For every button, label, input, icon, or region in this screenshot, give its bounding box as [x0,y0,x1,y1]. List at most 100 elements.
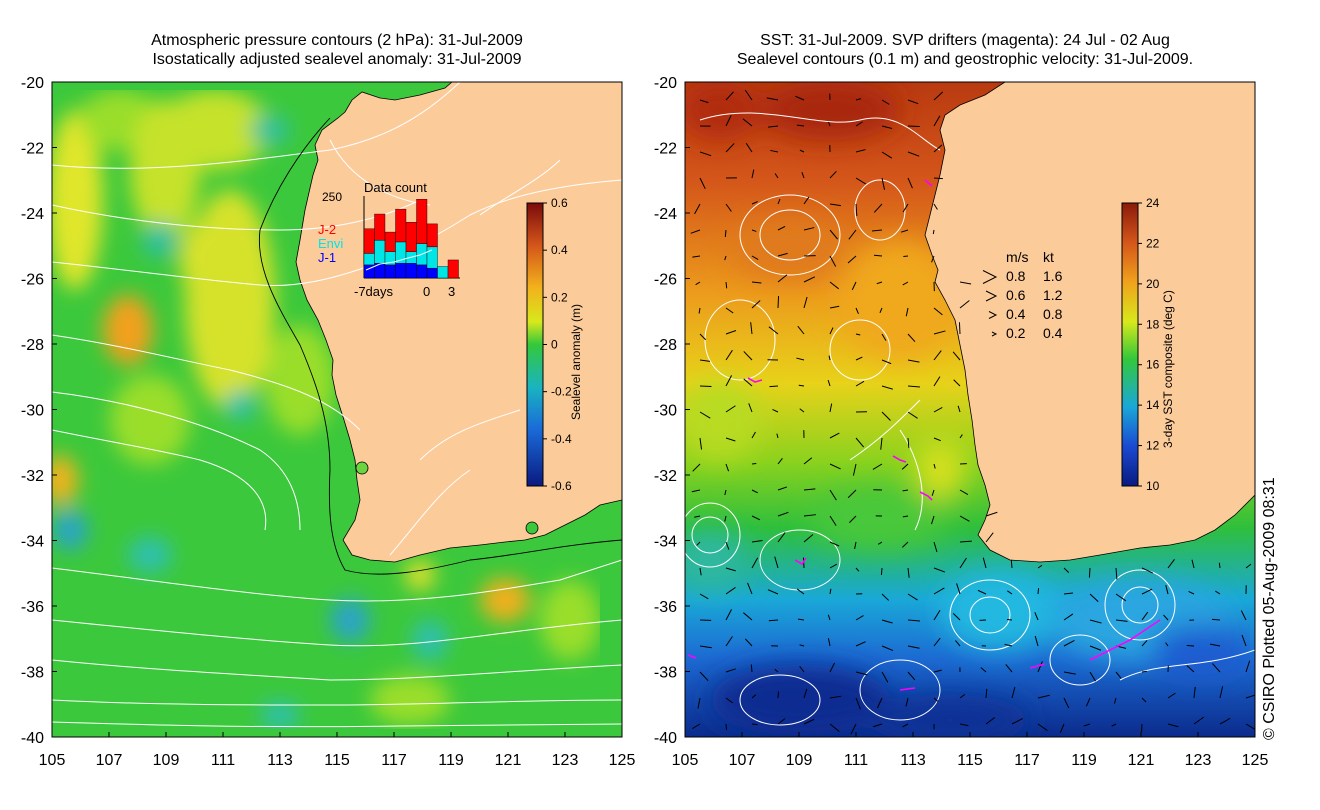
velocity-arrow [1245,723,1255,730]
velocity-arrow [766,97,779,101]
velocity-arrow [1115,671,1122,679]
velocity-arrow [985,688,988,699]
inset-legend-j1: J-1 [318,250,336,265]
velocity-arrow [959,489,969,495]
inset-pressure-line [365,249,433,271]
velocity-arrow [725,668,736,673]
velocity-arrow [902,541,909,548]
velocity-arrow [1245,563,1252,569]
data-count-bar-envi [363,253,375,266]
velocity-arrow [1215,590,1221,595]
velocity-arrow [768,125,779,128]
velocity-arrow [751,281,762,284]
velocity-arrow [873,203,883,213]
velocity-arrow [907,125,920,128]
velocity-arrow [902,489,909,492]
lon-tick-label: 105 [672,752,699,769]
velocity-arrow [1141,588,1153,595]
lat-tick-label: -28 [654,337,677,354]
left-title-line1: Atmospheric pressure contours (2 hPa): 3… [151,32,523,49]
velocity-arrow [1165,642,1169,647]
velocity-arrow [933,567,946,573]
velocity-arrow [1219,686,1224,699]
velocity-arrow [799,665,805,673]
velocity-arrow [829,588,832,595]
velocity-arrow [797,325,805,335]
velocity-arrow [849,515,857,523]
velocity-arrow [796,124,805,127]
velocity-arrow [907,411,918,419]
velocity-arrow [1085,697,1091,707]
velocity-arrow [872,723,883,728]
left-title: Atmospheric pressure contours (2 hPa): 3… [52,31,622,69]
velocity-arrow [744,89,753,101]
velocity-arrow [956,583,961,595]
velocity-arrow [933,91,944,101]
colorbar-tick-label: 10 [1146,479,1160,493]
velocity-arrow [958,322,961,335]
velocity-arrow [1115,567,1118,580]
velocity-arrow [873,254,883,257]
left-title-line2: Isostatically adjusted sealevel anomaly:… [152,51,522,68]
sealevel-anomaly-field [52,90,600,729]
velocity-arrow [933,307,943,316]
velocity-arrow [1212,663,1221,673]
velocity-arrow [879,307,883,313]
velocity-arrow [803,534,814,543]
velocity-arrow [743,351,753,361]
velocity-arrow [933,437,941,442]
velocity-arrow [803,296,808,309]
velocity-arrow [829,203,841,207]
velocity-arrow [902,203,909,213]
velocity-arrow [907,151,920,157]
velocity-arrow [774,556,779,569]
velocity-arrow [1034,635,1039,647]
lon-tick-label: 117 [381,752,407,769]
velocity-arrow [850,723,857,735]
velocity-arrow [871,229,883,232]
inset-bars [363,199,459,279]
velocity-arrow [881,645,894,651]
velocity-arrow [1113,697,1117,704]
velocity-arrow [902,515,909,518]
colorbar-tick-label: -0.4 [551,432,572,446]
lat-tick-label: -34 [21,534,44,551]
velocity-arrow [751,557,759,569]
lon-tick-label: 111 [844,752,868,769]
inset-title: Data count [364,180,427,195]
legend-arrow [985,290,998,302]
velocity-arrow [907,177,913,189]
velocity-arrow [907,385,920,388]
right-colorbar: 24 22 20 18 16 14 12 10 3-day SST composite (de… [1121,196,1175,493]
velocity-arrow [770,149,779,153]
velocity-arrow [933,330,946,335]
velocity-arrow [1011,718,1023,725]
legend-speed-kt: 0.4 [1043,325,1063,341]
velocity-arrow [829,723,840,732]
velocity-arrow [1088,567,1091,578]
velocity-arrow [977,589,987,595]
lon-tick-label: 119 [438,752,464,769]
velocity-arrow [852,463,857,476]
velocity-arrow [828,121,831,127]
velocity-arrow [724,229,727,237]
velocity-arrow [933,177,943,180]
velocity-arrow [724,489,727,496]
vel-legend-rows: 0.8 1.6 0.6 1.2 0.4 0.8 0.2 0.4 [982,268,1063,341]
velocity-arrow [933,610,941,621]
lat-tick-label: -32 [21,468,44,485]
velocity-arrow [881,151,893,159]
data-count-bar-j-2 [384,231,396,252]
velocity-arrow [931,255,935,263]
velocity-arrow [1141,697,1147,703]
velocity-arrow [803,196,810,205]
lat-tick-label: -38 [654,665,677,682]
right-title: SST: 31-Jul-2009. SVP drifters (magenta)… [640,31,1290,69]
inset-ymax: 250 [322,190,342,204]
velocity-arrow [985,532,994,543]
velocity-arrow [1211,618,1221,621]
velocity-arrow [1167,723,1179,728]
right-axis-ticks: -20 -22 -24 -26 -28 -30 -32 -34 -36 -38 -40 105 107 1… [654,75,1269,769]
right-title-line1: SST: 31-Jul-2009. SVP drifters (magenta)… [760,32,1170,49]
legend-arrow [988,311,998,319]
